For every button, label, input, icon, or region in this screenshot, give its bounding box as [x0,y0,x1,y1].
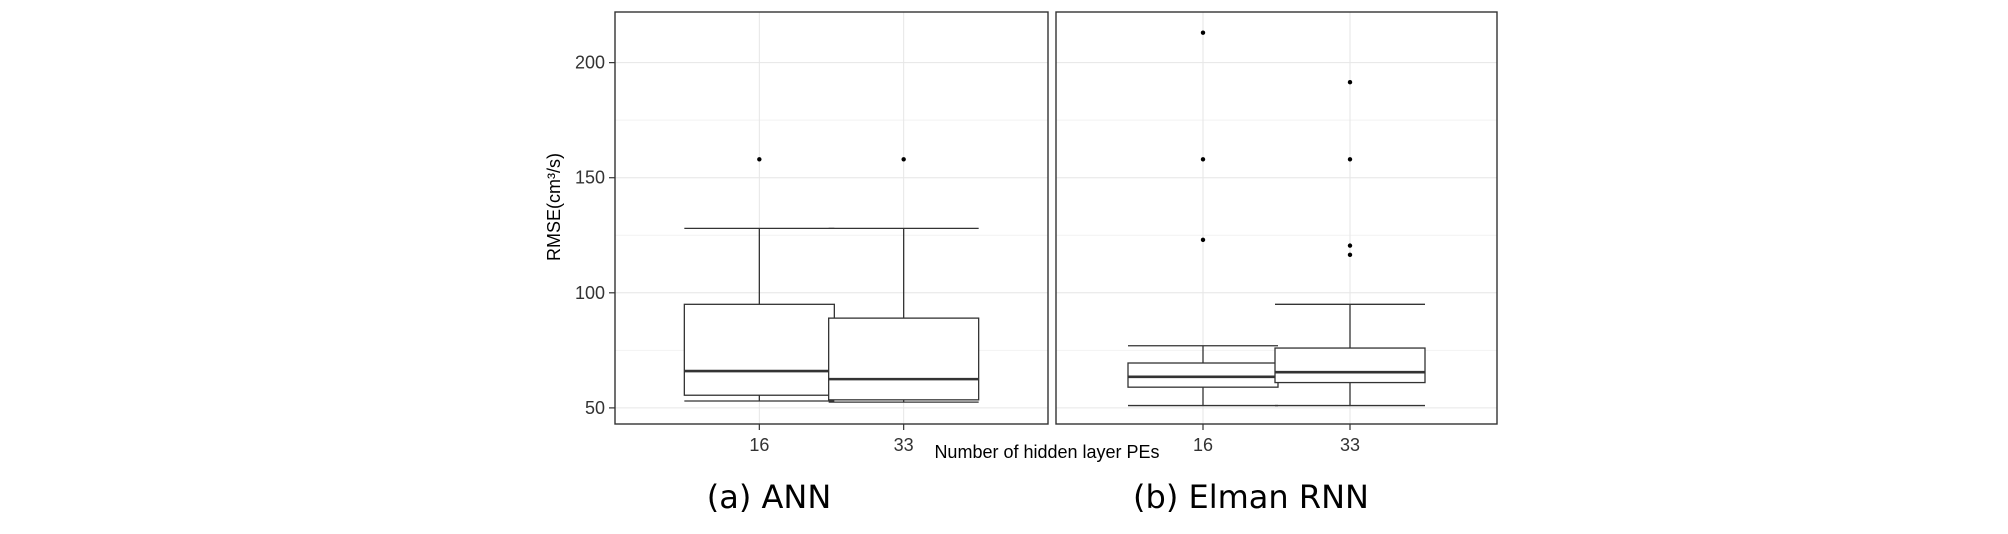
panel-b-caption: (b) Elman RNN [1133,478,1369,516]
outlier-point [1200,30,1206,35]
tick-layer: 16 33 16 33 50 100 150 200 [575,53,1360,455]
grid-layer [615,12,1497,424]
x-tick-label: 33 [1340,435,1360,455]
x-axis-title: Number of hidden layer PEs [934,442,1159,462]
outlier-point [1347,157,1353,162]
box-iqr [1127,362,1279,388]
outlier-point [1347,80,1353,85]
box-iqr [1274,347,1426,384]
box-b-33 [1274,80,1426,407]
outlier-point [1347,252,1353,258]
outlier-point [1200,157,1206,162]
panel-border [614,11,1049,425]
x-tick-label: 33 [894,435,914,455]
panel-a-caption: (a) ANN [707,478,832,516]
outlier-point [901,157,906,162]
box-a-16 [683,157,835,402]
y-tick-label: 50 [585,398,605,418]
outlier-point [1347,243,1353,248]
box-layer [683,30,1426,407]
box-a-33 [828,157,980,403]
panel-border [1055,11,1498,425]
x-tick-label: 16 [1193,435,1213,455]
y-tick-label: 100 [575,283,605,303]
frame-layer [614,11,1498,425]
box-iqr [683,303,835,396]
outlier-point [757,157,762,162]
outlier-point [1200,237,1206,243]
x-tick-label: 16 [749,435,769,455]
box-iqr [828,317,980,401]
y-axis-title: RMSE(cm³/s) [544,153,564,261]
y-tick-label: 200 [575,53,605,73]
y-tick-label: 150 [575,168,605,188]
